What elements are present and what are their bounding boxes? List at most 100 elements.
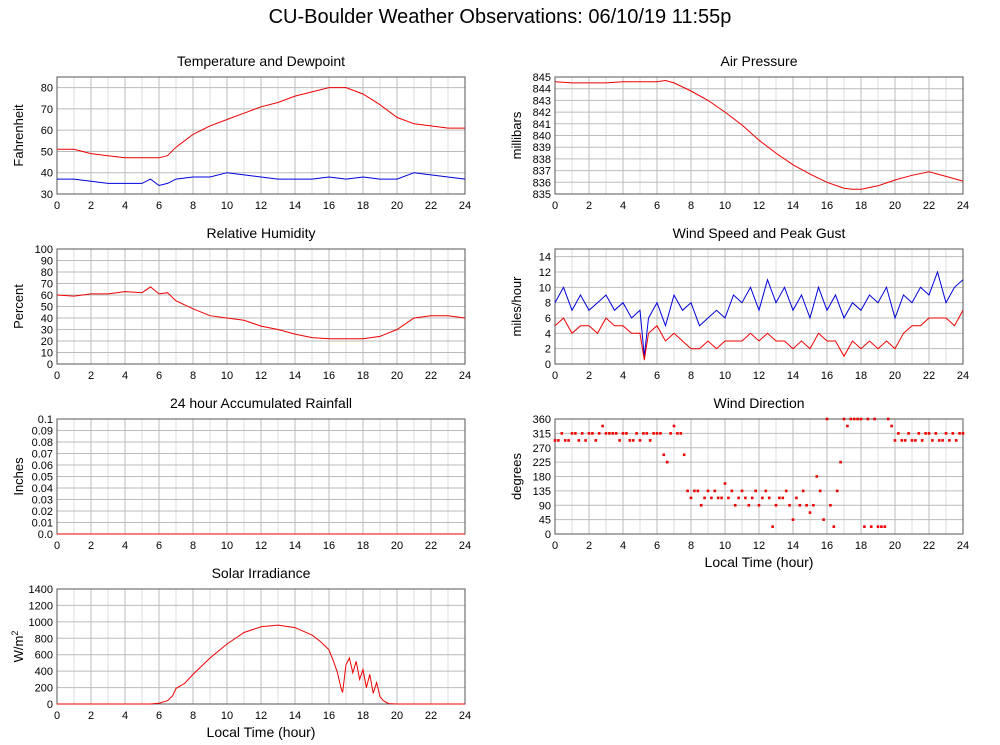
direction-point [954,439,958,442]
y-tick-label: 180 [533,472,551,484]
humidity-y-axis-label: Percent [11,284,26,329]
y-tick-label: 0 [545,359,551,371]
x-tick-label: 18 [357,370,369,382]
y-tick-label: 270 [533,443,551,455]
y-tick-label: 840 [533,131,551,143]
x-tick-label: 14 [289,200,301,212]
y-tick-label: 360 [533,414,551,426]
direction-point [716,496,720,500]
y-tick-label: 12 [539,267,551,279]
x-tick-label: 4 [122,200,128,212]
y-tick-label: 0.0 [38,529,53,541]
direction-point [730,489,734,493]
direction-point [625,432,628,435]
y-tick-label: 600 [35,650,53,662]
x-tick-label: 20 [889,200,901,212]
x-tick-label: 16 [323,710,335,722]
page-title: CU-Boulder Weather Observations: 06/10/1… [268,6,732,28]
x-tick-label: 20 [889,540,901,552]
x-tick-label: 10 [719,200,731,212]
x-tick-label: 2 [586,540,592,552]
x-tick-label: 22 [425,710,437,722]
rain-chart: 0 2 4 6 8 10 12 14 16 18 20 22 240.00.010.020.030.04… [11,395,471,552]
x-tick-label: 24 [957,540,969,552]
x-tick-label: 6 [156,370,162,382]
x-tick-label: 6 [156,710,162,722]
humidity-title: Relative Humidity [207,225,316,241]
x-tick-label: 14 [787,200,799,212]
x-tick-label: 22 [425,540,437,552]
direction-point [723,482,727,485]
direction-point [733,503,737,507]
y-tick-label: 0.01 [32,518,53,530]
direction-x-axis-label: Local Time (hour) [705,554,814,570]
x-tick-label: 24 [459,200,471,212]
direction-point [553,439,557,442]
x-tick-label: 16 [323,370,335,382]
x-tick-label: 4 [620,200,626,212]
direction-point [686,489,689,493]
direction-point [869,525,873,528]
direction-point [655,432,659,435]
x-tick-label: 12 [753,200,765,212]
direction-point [737,496,740,500]
x-tick-label: 12 [255,200,267,212]
direction-point [798,503,802,507]
x-tick-label: 12 [753,370,765,382]
rain-title: 24 hour Accumulated Rainfall [170,395,352,411]
direction-point [703,496,706,500]
direction-point [761,496,764,500]
y-tick-label: 50 [41,302,53,314]
direction-point [849,417,853,421]
direction-point [944,432,948,435]
direction-point [570,432,574,435]
y-tick-label: 14 [539,252,551,264]
x-tick-label: 6 [156,540,162,552]
x-tick-label: 6 [156,200,162,212]
y-tick-label: 845 [533,72,551,84]
wind-frame [554,248,964,365]
direction-point [614,432,618,435]
y-tick-label: 200 [35,683,53,695]
x-tick-label: 20 [391,710,403,722]
direction-point [699,503,703,507]
y-tick-label: 50 [41,146,53,158]
y-tick-label: 225 [533,457,551,469]
x-tick-label: 6 [654,540,660,552]
direction-point [917,432,921,435]
direction-chart: 0 2 4 6 8 10 12 14 16 18 20 22 240459013518022527031… [509,395,969,570]
x-tick-label: 14 [787,370,799,382]
direction-point [638,439,642,442]
direction-point [856,417,859,421]
direction-point [682,453,686,457]
y-tick-label: 0.07 [32,449,53,461]
y-tick-label: 842 [533,107,551,119]
direction-point [757,503,761,507]
direction-point [580,432,584,435]
x-tick-label: 20 [391,370,403,382]
x-tick-label: 8 [688,370,694,382]
direction-point [679,432,683,435]
y-tick-label: 0.09 [32,426,53,438]
y-tick-label: 315 [533,428,551,440]
y-tick-label: 0.04 [32,483,53,495]
x-tick-label: 4 [122,370,128,382]
direction-point [937,439,941,442]
direction-point [577,439,581,442]
y-tick-label: 6 [545,313,551,325]
direction-point [648,439,652,442]
x-tick-label: 8 [190,370,196,382]
direction-point [846,424,849,428]
x-tick-label: 18 [855,200,867,212]
direction-point [754,489,757,493]
y-tick-label: 100 [35,244,53,256]
x-tick-label: 12 [255,710,267,722]
direction-point [574,432,577,435]
direction-point [560,432,564,435]
solar-chart: 0 2 4 6 8 10 12 14 16 18 20 22 240200400600800100012… [10,565,471,740]
direction-point [713,489,717,493]
direction-point [795,496,798,500]
x-tick-label: 2 [586,370,592,382]
x-tick-label: 24 [459,370,471,382]
